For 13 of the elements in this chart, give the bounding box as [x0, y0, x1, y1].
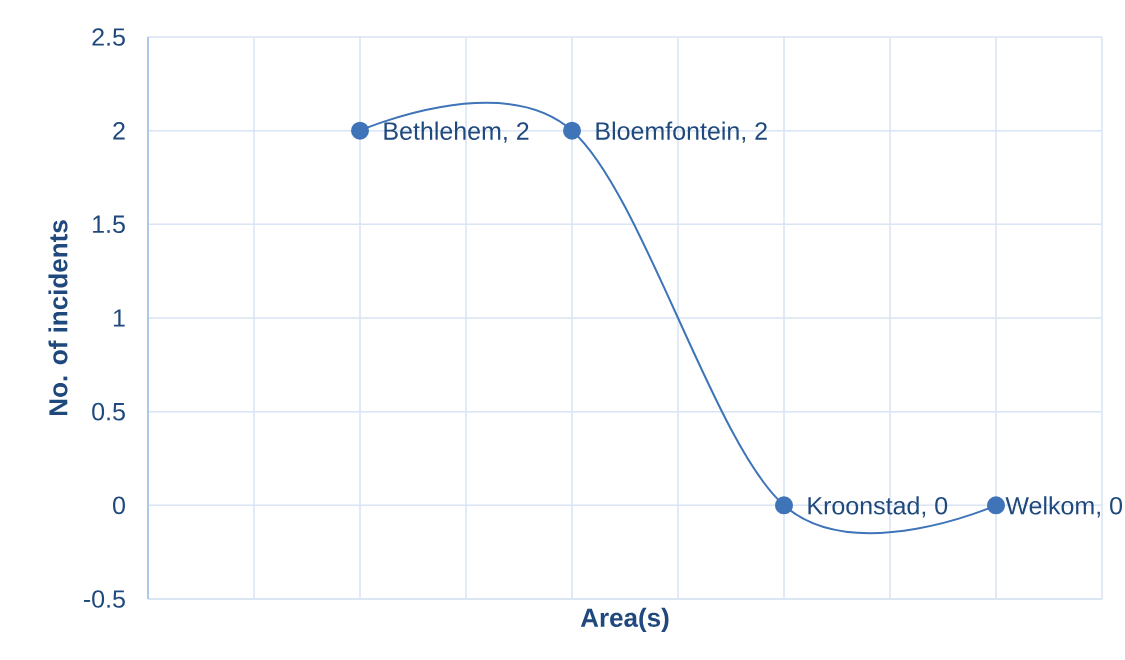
y-axis-title: No. of incidents: [48, 220, 68, 415]
x-axis-title: Area(s): [580, 607, 669, 633]
y-tick-label: 1.5: [93, 215, 125, 234]
data-label: Bloemfontein, 2: [596, 121, 767, 143]
y-tick-label: 1: [113, 309, 125, 327]
y-tick-label: 0.5: [92, 402, 125, 421]
y-tick-label: 2: [113, 121, 125, 140]
y-tick-label: 0: [113, 496, 125, 515]
data-label: Welkom, 0: [1005, 496, 1123, 518]
data-label: Kroonstad, 0: [808, 496, 948, 518]
y-tick-label: 2.5: [92, 28, 125, 46]
data-label: Bethlehem, 2: [384, 121, 529, 143]
y-tick-label: -0.5: [83, 590, 125, 608]
